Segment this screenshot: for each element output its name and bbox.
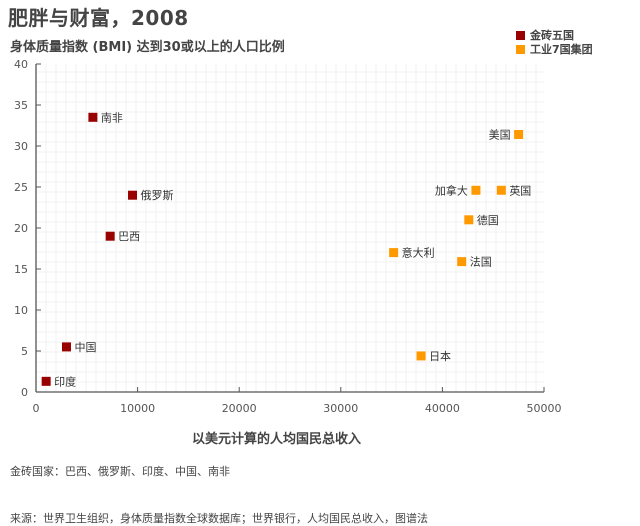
x-tick-label: 40000 (425, 402, 460, 415)
data-point-label: 中国 (74, 341, 96, 354)
x-tick-label: 30000 (323, 402, 358, 415)
footnote: 金砖国家：巴西、俄罗斯、印度、中国、南非 (10, 465, 230, 478)
data-point-marker (41, 376, 51, 386)
legend-swatch-g7 (516, 44, 525, 54)
y-tick-label: 35 (14, 99, 28, 112)
data-point-marker (128, 190, 138, 200)
data-point-label: 德国 (477, 213, 499, 227)
y-tick-label: 10 (14, 304, 28, 317)
data-point-marker (457, 257, 467, 267)
legend-swatch-brics (516, 30, 525, 40)
legend-item-brics: 金砖五国 (516, 28, 593, 42)
data-point-marker (496, 185, 506, 195)
data-point-label: 英国 (509, 183, 531, 197)
data-point-marker (389, 248, 399, 258)
data-point-marker (105, 231, 115, 241)
data-point-marker (464, 215, 474, 225)
x-axis-label: 以美元计算的人均国民总收入 (192, 432, 362, 447)
data-point-marker (514, 130, 524, 140)
data-point-label: 美国 (489, 129, 511, 142)
chart-title: 肥胖与财富，2008 (8, 6, 189, 30)
y-tick-label: 40 (14, 58, 28, 71)
y-tick-label: 25 (14, 181, 28, 194)
data-point-label: 南非 (101, 111, 123, 124)
y-tick-label: 15 (14, 263, 28, 276)
data-point-label: 加拿大 (435, 183, 468, 197)
data-point-marker (88, 112, 98, 122)
y-tick-label: 5 (21, 345, 28, 358)
x-tick-label: 50000 (527, 402, 562, 415)
data-point-label: 印度 (54, 374, 76, 388)
data-point-marker (61, 342, 71, 352)
data-point-marker (416, 351, 426, 361)
data-point-label: 巴西 (118, 230, 140, 243)
data-point-label: 法国 (470, 255, 492, 269)
legend-label: 金砖五国 (530, 29, 574, 42)
data-point-label: 俄罗斯 (141, 189, 174, 202)
legend-item-g7: 工业7国集团 (516, 42, 593, 56)
data-point-label: 日本 (429, 349, 451, 363)
chart-subtitle: 身体质量指数 (BMI) 达到30或以上的人口比例 (10, 40, 285, 55)
x-tick-label: 20000 (222, 402, 257, 415)
x-tick-label: 0 (33, 402, 40, 415)
x-tick-label: 10000 (120, 402, 155, 415)
legend-label: 工业7国集团 (530, 43, 593, 56)
scatter-plot: 0 5 10 15 20 25 30 35 40 0 10000 20000 30000 40000 500… (14, 58, 562, 415)
legend: 金砖五国 工业7国集团 (516, 28, 593, 56)
source-note: 来源：世界卫生组织，身体质量指数全球数据库；世界银行，人均国民总收入，图谱法 (10, 512, 428, 525)
y-tick-label: 0 (21, 386, 28, 399)
y-tick-label: 30 (14, 140, 28, 153)
data-point-label: 意大利 (402, 246, 435, 260)
y-tick-label: 20 (14, 222, 28, 235)
data-point-marker (471, 185, 481, 195)
